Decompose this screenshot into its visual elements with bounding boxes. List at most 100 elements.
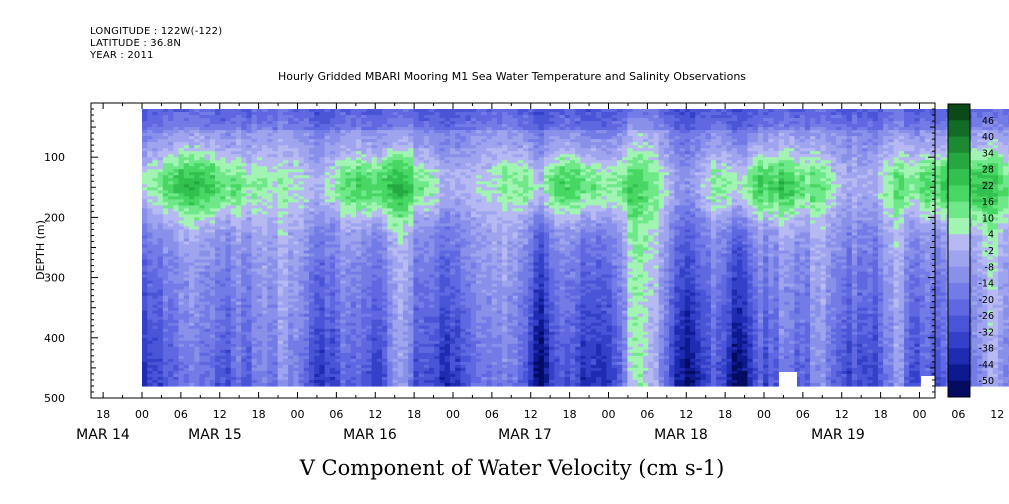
field-cell	[345, 178, 352, 188]
field-cell	[653, 160, 660, 173]
field-cell	[418, 343, 425, 348]
field-cell	[637, 316, 644, 345]
field-cell	[596, 331, 602, 339]
field-cell	[199, 250, 206, 258]
field-cell	[413, 166, 420, 173]
field-cell	[429, 382, 435, 387]
field-cell	[423, 250, 430, 255]
field-cell	[575, 133, 582, 137]
field-cell	[679, 289, 686, 312]
field-cell	[267, 334, 274, 339]
field-cell	[162, 139, 169, 149]
field-cell	[684, 322, 691, 327]
field-cell	[434, 133, 441, 155]
field-cell	[173, 196, 180, 200]
field-cell	[606, 130, 613, 140]
field-cell	[455, 370, 461, 381]
field-cell	[674, 274, 681, 288]
field-cell	[596, 322, 602, 327]
field-cell	[387, 259, 394, 267]
field-cell	[262, 382, 268, 387]
field-cell	[726, 262, 733, 273]
field-cell	[507, 334, 514, 345]
field-cell	[502, 154, 508, 161]
field-cell	[658, 259, 665, 264]
field-cell	[543, 361, 550, 369]
field-cell	[194, 271, 201, 276]
field-cell	[340, 379, 347, 384]
field-cell	[402, 193, 409, 197]
field-cell	[309, 364, 315, 381]
field-cell	[726, 220, 733, 225]
field-cell	[564, 151, 571, 155]
field-cell	[449, 154, 456, 158]
field-cell	[549, 214, 555, 221]
field-cell	[319, 244, 326, 261]
field-cell	[162, 136, 169, 140]
field-cell	[387, 346, 394, 363]
field-cell	[230, 232, 237, 237]
field-cell	[585, 181, 592, 194]
field-cell	[731, 280, 738, 291]
field-cell	[616, 364, 623, 375]
field-cell	[705, 331, 712, 336]
field-cell	[512, 259, 519, 273]
field-cell	[194, 340, 201, 348]
field-cell	[319, 259, 326, 264]
field-cell	[335, 124, 341, 128]
field-cell	[622, 181, 628, 185]
field-cell	[616, 343, 623, 348]
field-cell	[460, 136, 467, 143]
field-cell	[491, 361, 498, 366]
field-cell	[402, 169, 409, 176]
field-cell	[429, 226, 435, 237]
field-cell	[528, 277, 535, 288]
field-cell	[517, 187, 524, 194]
field-cell	[366, 370, 373, 375]
field-cell	[293, 310, 300, 330]
field-cell	[507, 358, 514, 363]
field-cell	[293, 295, 300, 300]
field-cell	[277, 211, 284, 218]
field-cell	[204, 241, 211, 252]
field-cell	[225, 148, 232, 164]
field-cell	[590, 142, 597, 146]
field-cell	[152, 196, 159, 203]
field-cell	[397, 196, 404, 200]
field-cell	[251, 133, 258, 140]
field-cell	[376, 361, 383, 387]
field-cell	[512, 271, 519, 279]
field-cell	[397, 127, 404, 131]
field-cell	[387, 187, 394, 191]
field-cell	[611, 223, 618, 240]
field-cell	[601, 217, 608, 221]
field-cell	[658, 124, 665, 128]
field-cell	[329, 268, 336, 273]
field-cell	[309, 214, 315, 221]
field-cell	[569, 142, 576, 149]
field-cell	[517, 280, 524, 288]
field-cell	[282, 211, 289, 215]
field-cell	[616, 304, 623, 327]
field-cell	[596, 118, 602, 122]
field-cell	[413, 259, 420, 264]
field-cell	[262, 109, 268, 113]
field-cell	[434, 340, 441, 345]
field-cell	[142, 337, 148, 363]
field-cell	[559, 313, 566, 318]
field-cell	[590, 382, 597, 387]
field-cell	[669, 145, 675, 152]
field-cell	[580, 316, 587, 321]
field-cell	[731, 199, 738, 203]
field-cell	[324, 139, 331, 143]
field-cell	[580, 364, 587, 369]
field-cell	[716, 376, 722, 381]
field-cell	[142, 172, 148, 185]
field-cell	[413, 319, 420, 324]
field-cell	[611, 367, 618, 381]
field-cell	[157, 238, 164, 258]
field-cell	[225, 232, 232, 237]
field-cell	[215, 193, 221, 209]
field-cell	[298, 382, 305, 387]
field-cell	[382, 250, 388, 261]
